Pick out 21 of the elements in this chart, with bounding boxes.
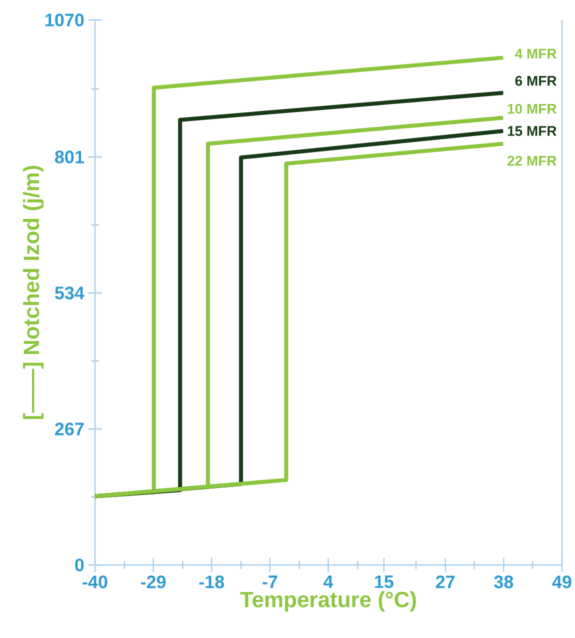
y-tick-label: 0 (75, 558, 84, 572)
y-tick-label: 1070 (46, 14, 84, 26)
series-label: 22 MFR (507, 156, 557, 166)
x-axis-title: Temperature (°C) (240, 591, 416, 612)
y-tick-label: 267 (55, 422, 84, 436)
series-label: 10 MFR (508, 104, 557, 114)
x-tick-label: -18 (199, 576, 224, 588)
series-label: 15 MFR (508, 126, 557, 136)
x-tick-label: -7 (262, 576, 278, 588)
x-tick-label: -40 (82, 576, 108, 588)
x-tick-label: 27 (436, 576, 455, 588)
x-tick-label: -29 (141, 576, 166, 588)
x-tick-label: 49 (552, 576, 572, 588)
y-tick-label: 534 (54, 286, 84, 300)
series-label: 4 MFR (515, 48, 557, 59)
y-tick-label: 801 (54, 150, 84, 164)
x-tick-label: 38 (494, 576, 514, 588)
series-label: 6 MFR (515, 76, 557, 86)
x-tick-label: 15 (375, 576, 394, 588)
y-axis-title: [——] Notched Izod (j/m) (23, 166, 44, 419)
x-tick-label: 4 (323, 576, 334, 588)
